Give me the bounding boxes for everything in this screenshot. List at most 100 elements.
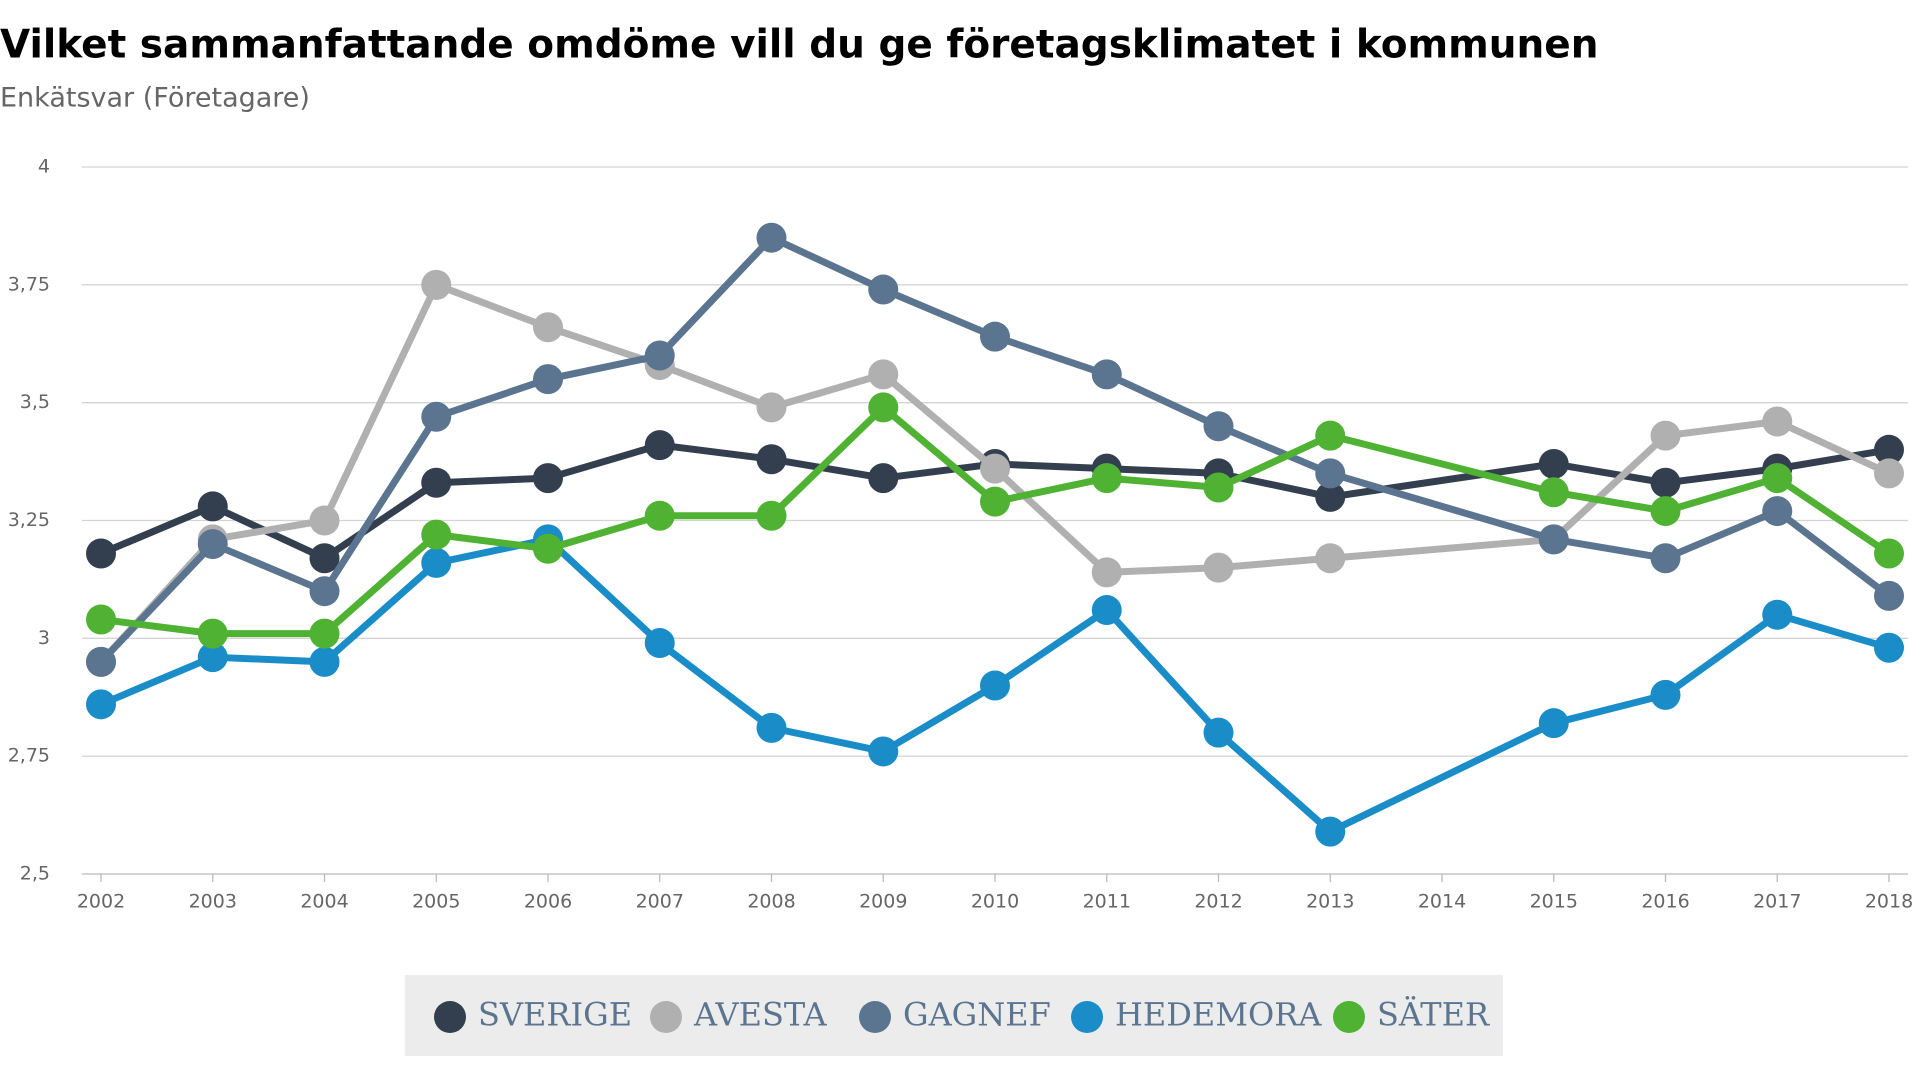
data-point [533, 312, 563, 343]
data-point [1650, 420, 1681, 451]
x-tick-label: 2015 [1530, 891, 1578, 913]
data-point [86, 646, 116, 677]
x-tick-label: 2002 [77, 891, 125, 913]
x-tick-label: 2017 [1753, 891, 1801, 913]
x-tick-label: 2012 [1194, 891, 1242, 913]
data-point [756, 222, 787, 253]
data-point [868, 463, 899, 494]
data-point [1874, 632, 1904, 663]
data-point [421, 269, 452, 300]
data-point [309, 618, 340, 649]
data-point [1650, 496, 1681, 527]
x-tick-label: 2013 [1306, 891, 1354, 913]
data-point [533, 533, 563, 564]
x-tick-label: 2014 [1418, 891, 1466, 913]
data-point [1650, 679, 1681, 710]
data-point [1203, 552, 1234, 583]
data-point [1203, 411, 1234, 442]
x-tick-label: 2005 [412, 891, 460, 913]
data-point [86, 604, 116, 635]
data-point [197, 642, 228, 673]
data-point [86, 538, 116, 569]
data-point [644, 430, 675, 461]
data-point [868, 359, 899, 390]
legend-marker [434, 1001, 466, 1033]
series-line [99, 441, 1890, 562]
data-point [309, 543, 340, 574]
data-point [1650, 543, 1681, 574]
data-point [1874, 538, 1904, 569]
x-tick-label: 2009 [859, 891, 907, 913]
x-tick-label: 2004 [300, 891, 348, 913]
x-tick-label: 2006 [524, 891, 572, 913]
data-point [1762, 599, 1793, 630]
legend-label: GAGNEF [903, 996, 1051, 1034]
legend-label: SÄTER [1377, 996, 1490, 1034]
data-point [756, 392, 787, 423]
legend-label: SVERIGE [478, 996, 632, 1034]
data-point [309, 576, 340, 607]
data-point [1650, 467, 1681, 498]
data-point [756, 500, 787, 531]
data-point [533, 463, 563, 494]
legend-marker [1333, 1001, 1365, 1033]
data-point [1203, 717, 1234, 748]
x-tick-label: 2008 [747, 891, 795, 913]
data-point [1091, 595, 1122, 626]
data-point [1762, 463, 1793, 494]
data-point [1315, 458, 1346, 489]
legend-marker [1071, 1001, 1103, 1033]
data-point [197, 529, 228, 560]
legend-label: HEDEMORA [1115, 996, 1322, 1034]
legend-marker [650, 1001, 682, 1033]
data-point [868, 392, 899, 423]
series-line [98, 281, 1891, 665]
data-point [1874, 434, 1904, 465]
data-point [421, 467, 452, 498]
y-tick-label: 2,5 [20, 863, 50, 885]
data-point [868, 274, 899, 305]
data-point [868, 736, 899, 767]
x-tick-label: 2007 [636, 891, 684, 913]
data-point [1762, 406, 1793, 437]
data-point [197, 618, 228, 649]
data-point [86, 689, 116, 720]
data-point [980, 453, 1010, 484]
x-tick-label: 2018 [1865, 891, 1913, 913]
data-point [1315, 481, 1346, 512]
data-point [756, 712, 787, 743]
series-line [100, 403, 1891, 638]
y-tick-label: 3,5 [20, 391, 50, 413]
y-tick-label: 4 [38, 156, 50, 178]
x-tick-label: 2003 [189, 891, 237, 913]
chart-subtitle: Enkätsvar (Företagare) [0, 83, 310, 114]
chart-title: Vilket sammanfattande omdöme vill du ge … [0, 23, 1599, 68]
data-point [197, 491, 228, 522]
data-point [756, 444, 787, 475]
legend-box [405, 975, 1503, 1056]
data-point [980, 670, 1010, 701]
data-point [1315, 816, 1346, 847]
data-point [1091, 557, 1122, 588]
data-point [1538, 524, 1569, 555]
data-point [1091, 463, 1122, 494]
y-tick-label: 3,25 [8, 509, 50, 531]
y-tick-label: 3 [38, 627, 50, 649]
data-point [644, 500, 675, 531]
data-point [1538, 448, 1569, 479]
data-point [980, 321, 1010, 352]
data-point [1315, 543, 1346, 574]
y-tick-label: 2,75 [8, 745, 50, 767]
x-tick-label: 2011 [1083, 891, 1131, 913]
y-tick-label: 3,75 [8, 273, 50, 295]
data-point [1538, 708, 1569, 739]
data-point [1874, 580, 1904, 611]
legend-marker [859, 1001, 891, 1033]
x-tick-label: 2016 [1641, 891, 1689, 913]
data-point [1874, 458, 1904, 489]
data-point [421, 401, 452, 432]
data-point [421, 519, 452, 550]
data-point [980, 486, 1010, 517]
data-point [1091, 359, 1122, 390]
